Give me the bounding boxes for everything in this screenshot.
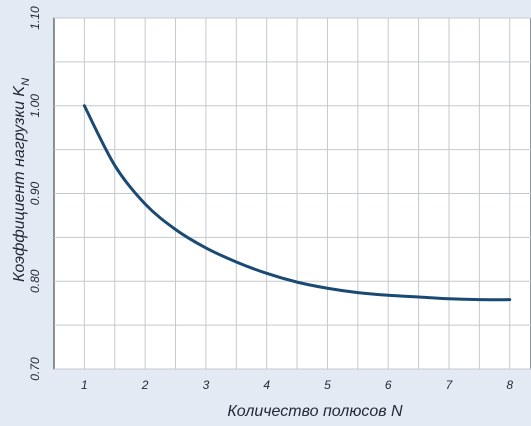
x-tick-label: 8 — [506, 378, 513, 392]
grid-lines — [54, 17, 531, 370]
x-tick-label: 7 — [446, 378, 454, 392]
series-group — [82, 104, 512, 302]
y-axis-title-subscript: N — [20, 78, 32, 86]
x-tick-label: 1 — [81, 378, 88, 392]
x-tick-label: 3 — [203, 378, 210, 392]
x-tick-label: 2 — [141, 378, 149, 392]
series-line — [82, 104, 512, 302]
y-tick-label: 0.90 — [28, 181, 42, 205]
x-tick-label: 6 — [385, 378, 392, 392]
x-axis-ticks: 1 2 3 4 5 6 7 8 — [81, 378, 513, 392]
y-tick-label: 0.70 — [28, 357, 42, 381]
y-tick-label: 1.10 — [28, 6, 42, 30]
x-axis-title: Количество полюсов N — [227, 403, 403, 420]
y-axis-title-main: Коэффициент нагрузки K — [11, 85, 28, 282]
y-axis-ticks: 0.70 0.80 0.90 1.00 1.10 — [28, 6, 42, 381]
y-tick-label: 1.00 — [28, 94, 42, 118]
y-tick-label: 0.80 — [28, 269, 42, 293]
y-axis-title: Коэффициент нагрузки KN — [11, 78, 32, 282]
x-tick-label: 4 — [263, 378, 270, 392]
x-tick-label: 5 — [324, 378, 331, 392]
